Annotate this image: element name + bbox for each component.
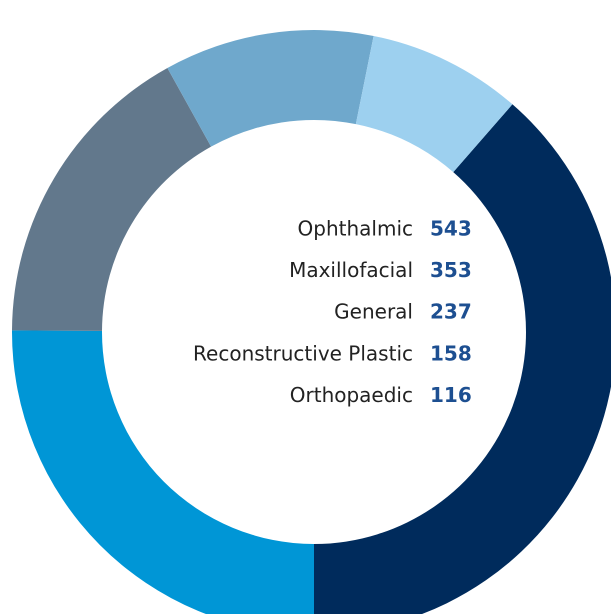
donut-slice: [355, 35, 513, 173]
value-label: 543: [430, 217, 472, 241]
donut-slice: [314, 104, 611, 614]
value-label: 353: [430, 258, 472, 282]
donut-slice: [167, 30, 374, 147]
donut-slice: [12, 330, 314, 614]
value-label: 237: [430, 300, 472, 324]
legend-label: Reconstructive Plastic: [193, 341, 413, 365]
value-label: 158: [430, 341, 472, 365]
value-label: 116: [430, 383, 472, 407]
legend-label: Ophthalmic: [298, 217, 413, 241]
legend-label: General: [334, 300, 413, 324]
legend-label: Maxillofacial: [289, 258, 413, 282]
donut-slice: [12, 67, 212, 331]
legend-label: Orthopaedic: [290, 383, 413, 407]
